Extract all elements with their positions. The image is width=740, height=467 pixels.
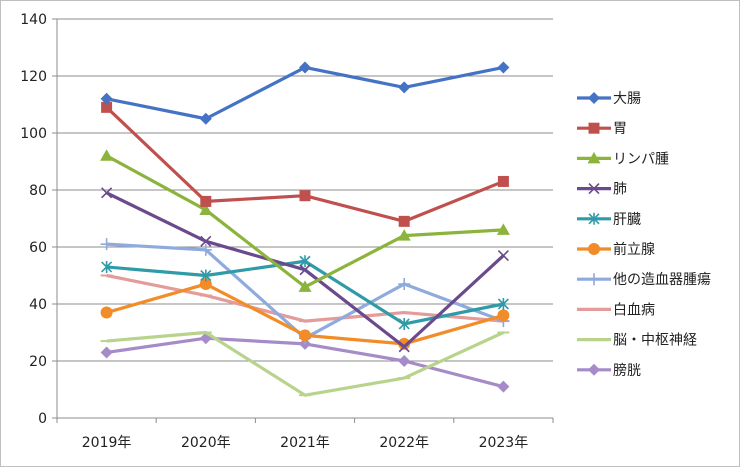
legend-marker [588,122,600,134]
legend-item: 胃 [577,121,627,137]
x-tick-label: 2019年 [82,435,132,451]
series-group [100,330,510,397]
axes: 0 20 40 60 80 100 120 140 2019年 2020年 2021年 2022年 20… [20,12,554,451]
x-tick-label: 2020年 [181,435,231,451]
series-group [101,101,509,227]
legend-item: 膀胱 [577,362,641,379]
data-point-marker [497,309,510,322]
legend-item: 前立腺 [577,241,655,258]
x-tick-label: 2021年 [280,435,330,451]
y-tick-label: 60 [29,240,47,256]
y-tick-label: 80 [29,183,47,199]
data-point-marker [497,249,509,262]
data-point-marker [101,101,113,113]
series-lines [100,61,510,397]
y-tick-label: 20 [29,354,47,370]
data-point-marker [497,298,509,310]
y-tick-label: 0 [38,411,47,427]
data-point-marker [199,278,212,291]
data-point-marker [496,223,510,235]
data-point-marker [497,380,510,393]
data-point-marker [100,346,113,359]
y-tick-label: 140 [20,12,47,28]
data-point-marker [497,175,509,187]
legend-marker [588,363,600,376]
x-tick-label: 2022年 [379,435,429,451]
data-point-marker [398,355,411,367]
data-point-marker [397,229,411,241]
legend-item: 脳・中枢神経 [577,333,697,349]
data-point-marker [100,149,114,161]
data-point-marker [299,255,311,268]
legend-item: リンパ腫 [577,151,669,167]
data-point-marker [101,187,113,199]
legend-marker [588,183,600,195]
data-point-marker [199,112,212,125]
legend-item: 肺 [577,182,627,198]
legend-marker [588,212,600,225]
legend-label: 脳・中枢神経 [613,333,697,349]
legend-marker [588,92,600,104]
data-point-marker [497,61,510,74]
legend-item: 白血病 [577,302,655,318]
data-point-marker [299,264,311,276]
data-point-marker [199,203,213,215]
legend-label: 肺 [613,182,627,198]
y-tick-label: 40 [29,297,47,313]
legend-item: 大腸 [577,91,641,107]
data-point-marker [398,341,410,353]
legend-label: 膀胱 [613,362,641,379]
legend-label: 胃 [613,121,627,137]
data-point-marker [299,190,311,202]
data-point-marker [398,215,410,227]
legend-item: 他の造血器腫瘍 [577,271,711,288]
legend-marker [588,243,600,255]
data-point-marker [398,337,411,350]
data-point-marker [398,81,411,94]
data-point-marker [299,329,311,342]
legend-label: 肝臓 [613,212,641,228]
data-point-marker [398,317,410,330]
data-point-marker [200,195,212,207]
series-group [100,149,510,292]
legend-marker [587,151,601,164]
data-point-marker [101,260,113,273]
y-tick-label: 120 [20,69,47,85]
data-point-marker [200,269,212,282]
series-group [100,278,510,350]
y-tick-label: 100 [20,126,47,142]
x-tick-label: 2023年 [479,435,529,451]
data-point-marker [398,278,411,291]
data-point-marker [299,61,311,74]
data-point-marker [199,243,212,256]
legend-label: 大腸 [613,91,641,107]
series-group [100,61,510,125]
series-group [101,187,509,353]
data-point-marker [100,238,113,251]
data-point-marker [100,306,113,319]
legend-label: リンパ腫 [613,151,669,167]
legend-label: 前立腺 [613,241,655,258]
data-point-marker [200,235,212,247]
legend-marker [588,273,600,286]
legend-label: 白血病 [613,302,655,318]
data-point-marker [100,92,113,105]
legend-item: 肝臓 [577,212,641,228]
data-point-marker [298,280,312,292]
legend-label: 他の造血器腫瘍 [613,271,711,288]
